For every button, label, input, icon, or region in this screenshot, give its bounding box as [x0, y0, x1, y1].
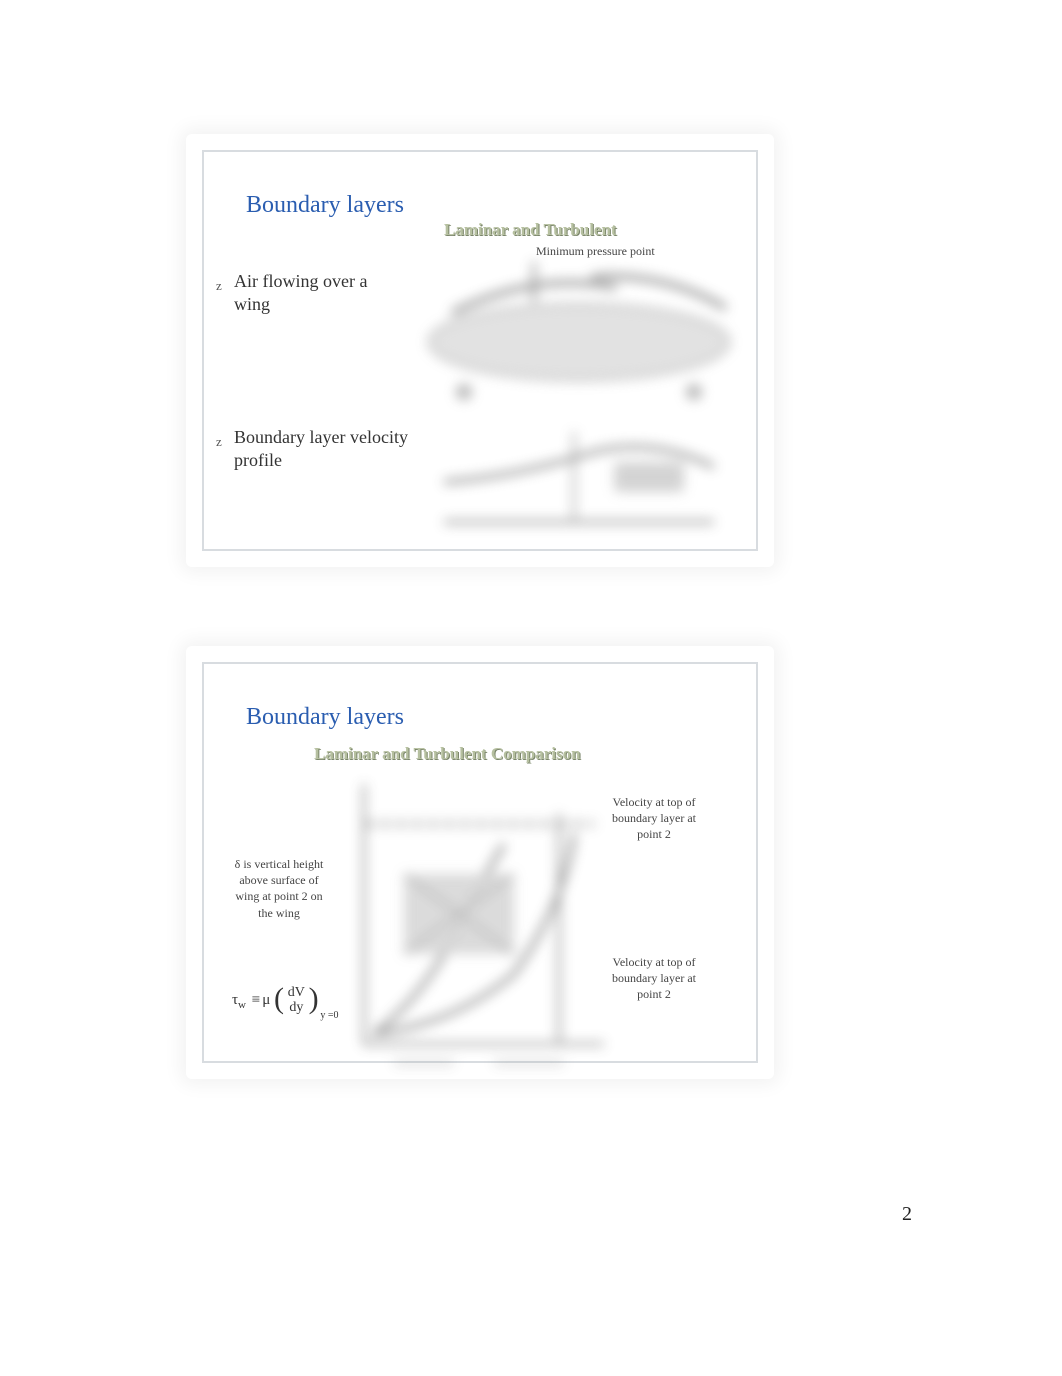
anno-delta: δ is vertical height above surface of wi…: [234, 856, 324, 921]
velocity-profile-diagram: [414, 412, 744, 542]
eq-dV: dV: [288, 986, 305, 1001]
slide1-subtitle: Laminar and Turbulent: [444, 220, 617, 240]
comparison-graph: [334, 774, 614, 1064]
eq-paren-left: (: [274, 990, 284, 1008]
slide-1: Boundary layers Laminar and Turbulent Mi…: [190, 138, 770, 563]
anno-velocity-bottom: Velocity at top of boundary layer at poi…: [604, 954, 704, 1003]
slide-inner: Boundary layers Laminar and Turbulent Mi…: [202, 150, 758, 551]
slide2-title: Boundary layers: [246, 704, 404, 731]
slide2-subtitle: Laminar and Turbulent Comparison: [314, 744, 581, 764]
bullet1-marker: z: [216, 278, 222, 294]
eq-paren-right: ): [309, 990, 319, 1008]
eq-sub-w: w: [238, 999, 246, 1011]
page-number: 2: [902, 1203, 912, 1226]
eq-equiv: ≡: [252, 992, 260, 1008]
bullet2-text: Boundary layer velocity profile: [234, 426, 434, 473]
wing-diagram-top: [414, 252, 744, 412]
bullet2-marker: z: [216, 434, 222, 450]
eq-fraction: dV dy: [288, 986, 305, 1015]
bullet1-text: Air flowing over a wing: [234, 270, 394, 317]
eq-mu: μ: [262, 992, 270, 1008]
slide-2: Boundary layers Laminar and Turbulent Co…: [190, 650, 770, 1075]
slide1-title: Boundary layers: [246, 192, 404, 219]
shear-stress-equation: τw ≡μ ( dV dy ) y =0: [232, 986, 341, 1015]
eq-y0: y =0: [320, 1010, 338, 1021]
eq-dy: dy: [288, 1001, 305, 1016]
anno-velocity-top: Velocity at top of boundary layer at poi…: [604, 794, 704, 843]
slide-inner: Boundary layers Laminar and Turbulent Co…: [202, 662, 758, 1063]
